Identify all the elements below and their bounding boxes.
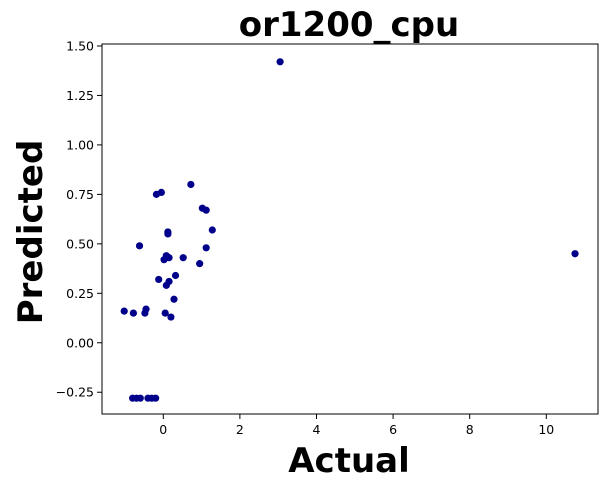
- y-axis-label: Predicted: [11, 140, 51, 325]
- plot-area-frame: [101, 43, 599, 415]
- data-point: [167, 313, 175, 321]
- chart-title: or1200_cpu: [239, 5, 459, 45]
- data-point: [136, 394, 144, 402]
- data-point: [202, 206, 210, 214]
- data-point: [187, 180, 195, 189]
- y-tick-label: 1.25: [66, 88, 94, 103]
- x-axis-label: Actual: [288, 441, 410, 481]
- data-point: [160, 256, 168, 264]
- x-tick-label: 4: [313, 422, 321, 437]
- data-point: [152, 394, 160, 402]
- data-point: [155, 275, 163, 284]
- data-points: [120, 58, 579, 402]
- data-point: [171, 271, 180, 280]
- y-tick-label: 1.50: [66, 38, 94, 53]
- y-tick-label: −0.25: [56, 385, 94, 400]
- x-tick-label: 6: [389, 422, 397, 437]
- data-point: [170, 295, 178, 303]
- x-tick-label: 8: [466, 422, 474, 437]
- x-tick-label: 2: [236, 422, 244, 437]
- data-point: [162, 281, 170, 289]
- y-tick-label: 0.75: [66, 187, 94, 202]
- data-point: [135, 242, 144, 250]
- data-point: [152, 190, 160, 198]
- x-axis-ticks: 0 2 4 6 8 10: [159, 414, 554, 437]
- data-point: [276, 58, 284, 66]
- x-tick-label: 10: [538, 422, 554, 437]
- y-axis-ticks: −0.25 0.00 0.25 0.50 0.75 1.00 1.25 1.50: [56, 38, 102, 400]
- data-point: [571, 250, 579, 258]
- data-point: [196, 260, 204, 268]
- y-tick-label: 0.00: [66, 335, 94, 350]
- data-point: [129, 309, 138, 317]
- x-tick-label: 0: [159, 422, 167, 437]
- data-point: [179, 254, 187, 262]
- data-point: [164, 230, 172, 238]
- y-tick-label: 0.25: [66, 286, 94, 301]
- data-point: [161, 309, 169, 317]
- data-point: [141, 309, 149, 317]
- data-point: [208, 226, 216, 234]
- data-point: [120, 307, 128, 315]
- data-point: [202, 244, 210, 252]
- y-tick-label: 1.00: [66, 137, 94, 152]
- y-tick-label: 0.50: [66, 236, 94, 251]
